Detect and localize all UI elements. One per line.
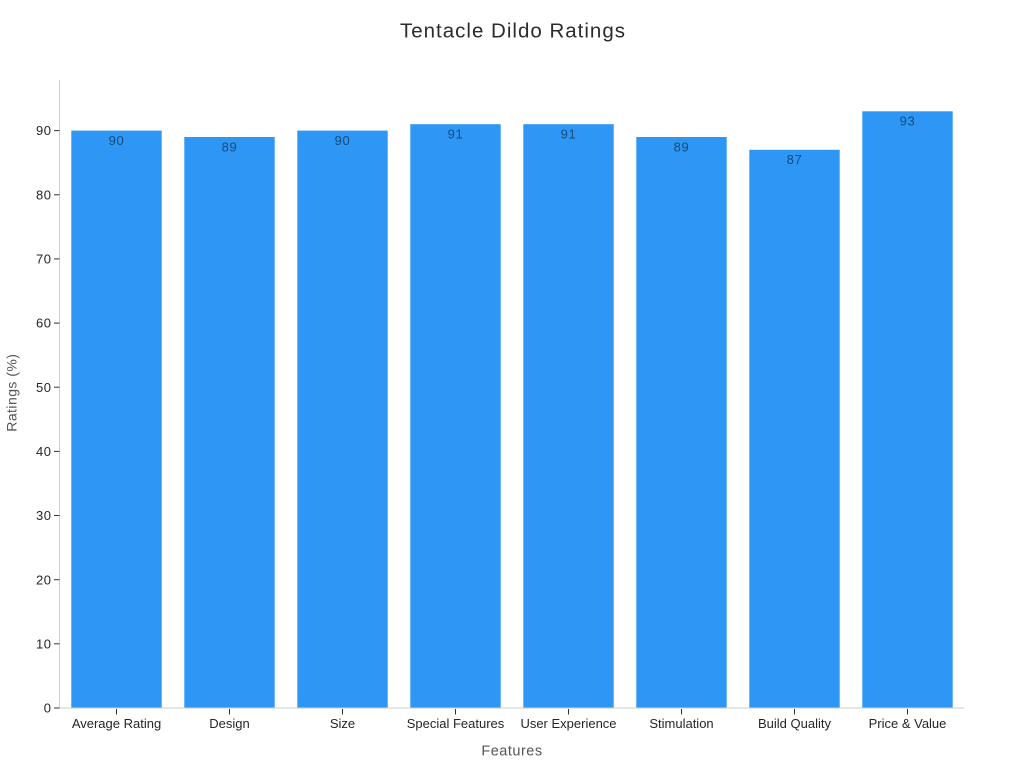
svg-text:80: 80 [36,187,51,202]
svg-text:Tentacle Dildo Ratings: Tentacle Dildo Ratings [400,20,626,43]
svg-text:Stimulation: Stimulation [649,716,713,731]
svg-text:10: 10 [36,636,51,651]
svg-text:87: 87 [787,152,803,167]
svg-text:91: 91 [448,127,464,142]
svg-text:0: 0 [44,701,52,716]
svg-text:90: 90 [36,123,51,138]
svg-text:Ratings (%): Ratings (%) [3,354,19,432]
svg-text:Build Quality: Build Quality [758,716,831,731]
svg-text:Features: Features [481,743,542,759]
svg-text:90: 90 [109,133,125,148]
svg-text:89: 89 [222,139,238,154]
svg-text:Size: Size [330,716,355,731]
svg-text:Price & Value: Price & Value [869,716,947,731]
svg-text:90: 90 [335,133,351,148]
svg-text:89: 89 [674,139,690,154]
svg-text:93: 93 [900,114,916,129]
svg-text:60: 60 [36,316,51,331]
svg-text:Design: Design [209,716,249,731]
svg-text:50: 50 [36,380,51,395]
svg-text:Special Features: Special Features [407,716,505,731]
svg-text:40: 40 [36,444,51,459]
svg-text:70: 70 [36,252,51,267]
svg-text:91: 91 [561,127,577,142]
svg-text:Average Rating: Average Rating [72,716,161,731]
svg-text:30: 30 [36,508,51,523]
svg-text:User Experience: User Experience [520,716,616,731]
svg-text:20: 20 [36,572,51,587]
